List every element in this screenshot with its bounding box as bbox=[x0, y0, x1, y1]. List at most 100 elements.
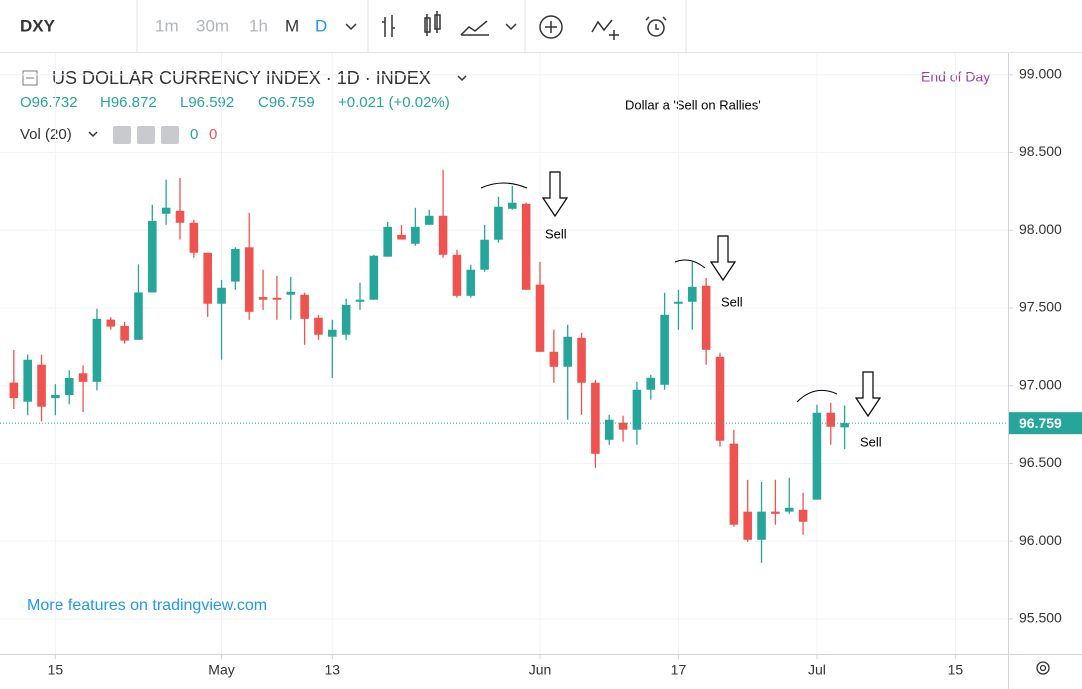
sell-label: Sell bbox=[860, 434, 882, 449]
volume-icons[interactable] bbox=[113, 126, 179, 144]
sell-arrow bbox=[854, 371, 882, 418]
volume-chevron[interactable] bbox=[88, 131, 98, 138]
volume-up: 0 bbox=[190, 126, 198, 143]
y-tick-label: 99.000 bbox=[1019, 65, 1062, 81]
y-tick-label: 96.000 bbox=[1019, 532, 1062, 548]
candle-body bbox=[604, 419, 614, 440]
candle-body bbox=[286, 291, 296, 295]
title-chevron[interactable] bbox=[457, 75, 467, 82]
sell-label: Sell bbox=[721, 294, 743, 309]
sell-arrow bbox=[709, 235, 737, 282]
y-tick-label: 95.500 bbox=[1019, 610, 1062, 626]
candle-body bbox=[563, 336, 572, 367]
candle-body bbox=[231, 248, 240, 282]
last-price-label: 96.759 bbox=[1019, 415, 1062, 431]
candle-body bbox=[521, 203, 531, 290]
candle-body bbox=[840, 423, 849, 428]
interval[interactable]: D bbox=[315, 16, 327, 35]
candle-body bbox=[812, 412, 822, 500]
candle-body bbox=[106, 319, 116, 327]
candle-body bbox=[161, 207, 171, 214]
candle-body bbox=[369, 255, 379, 300]
candle-body bbox=[411, 226, 420, 244]
candle-body bbox=[64, 377, 74, 396]
legend-high: H96.872 bbox=[100, 94, 157, 111]
candle-body bbox=[549, 351, 559, 367]
candle-body bbox=[134, 292, 143, 340]
settings-icon[interactable] bbox=[1036, 661, 1050, 675]
candle-body bbox=[757, 511, 766, 540]
y-tick-label: 98.500 bbox=[1019, 143, 1062, 159]
interval[interactable]: 30m bbox=[196, 16, 229, 35]
legend-low: L96.592 bbox=[180, 94, 234, 111]
interval[interactable]: 1m bbox=[155, 16, 179, 35]
y-tick-label: 97.000 bbox=[1019, 376, 1062, 392]
interval[interactable]: M bbox=[285, 16, 299, 35]
x-tick-label: May bbox=[208, 662, 234, 678]
legend-open: O96.732 bbox=[20, 94, 78, 111]
candle-body bbox=[120, 325, 129, 341]
candle-body bbox=[508, 202, 517, 209]
candle-body bbox=[715, 356, 725, 441]
candle-body bbox=[23, 359, 32, 402]
collapse-icon[interactable] bbox=[22, 70, 38, 86]
candle-body bbox=[438, 215, 448, 255]
candle-body bbox=[203, 252, 212, 304]
candle-body bbox=[480, 239, 489, 270]
candle-body bbox=[244, 247, 254, 312]
candle-body bbox=[701, 285, 711, 350]
candle-body bbox=[37, 364, 46, 407]
legend-change: +0.021 (+0.02%) bbox=[338, 94, 450, 111]
candle-body bbox=[632, 389, 642, 430]
legend-close: C96.759 bbox=[258, 94, 315, 111]
candle-body bbox=[535, 284, 545, 352]
candle-body bbox=[743, 511, 752, 540]
candle-body bbox=[798, 509, 808, 522]
candle-body bbox=[771, 511, 780, 514]
candle-body bbox=[660, 314, 669, 385]
candle-body bbox=[397, 234, 406, 240]
x-tick-label: 13 bbox=[325, 662, 341, 678]
candle-body bbox=[494, 206, 503, 240]
candle-body bbox=[591, 382, 600, 454]
toolbar-dividers bbox=[136, 0, 687, 52]
candle-body bbox=[92, 318, 102, 382]
candle-body bbox=[729, 443, 739, 525]
candle-body bbox=[9, 382, 19, 399]
candle-body bbox=[674, 301, 683, 304]
candle-body bbox=[148, 220, 157, 293]
top-arc bbox=[674, 259, 706, 269]
symbol[interactable]: DXY bbox=[20, 16, 56, 35]
candle-body bbox=[300, 294, 309, 319]
candle-body bbox=[217, 287, 226, 304]
candle-body bbox=[618, 422, 628, 430]
candle-body bbox=[258, 297, 268, 300]
candle-body bbox=[328, 329, 337, 337]
annotation-title: Dollar a 'Sell on Rallies' bbox=[625, 97, 761, 112]
candle-body bbox=[577, 337, 586, 383]
candle-body bbox=[646, 377, 656, 390]
x-tick-label: 17 bbox=[671, 662, 687, 678]
volume-down: 0 bbox=[209, 126, 217, 143]
sell-arrow bbox=[541, 171, 569, 218]
candle-body bbox=[466, 269, 476, 296]
candle-body bbox=[784, 507, 794, 512]
candle-body bbox=[383, 226, 392, 257]
interval[interactable]: 1h bbox=[249, 16, 268, 35]
volume-label: Vol (20) bbox=[20, 126, 72, 143]
y-tick-label: 98.000 bbox=[1019, 221, 1062, 237]
candle-body bbox=[175, 210, 185, 223]
toolbar-icons[interactable] bbox=[345, 11, 667, 40]
x-tick-label: Jul bbox=[808, 662, 826, 678]
x-tick-label: 15 bbox=[48, 662, 64, 678]
candle-body bbox=[189, 222, 199, 253]
candle-body bbox=[452, 254, 462, 296]
candle-body bbox=[424, 215, 434, 225]
top-arc bbox=[796, 389, 838, 403]
x-tick-label: 15 bbox=[948, 662, 964, 678]
candle-body bbox=[688, 286, 697, 302]
chart-title: US DOLLAR CURRENCY INDEX · 1D · INDEX bbox=[52, 68, 431, 88]
promo-link[interactable]: More features on tradingview.com bbox=[27, 597, 267, 614]
y-tick-label: 97.500 bbox=[1019, 299, 1062, 315]
